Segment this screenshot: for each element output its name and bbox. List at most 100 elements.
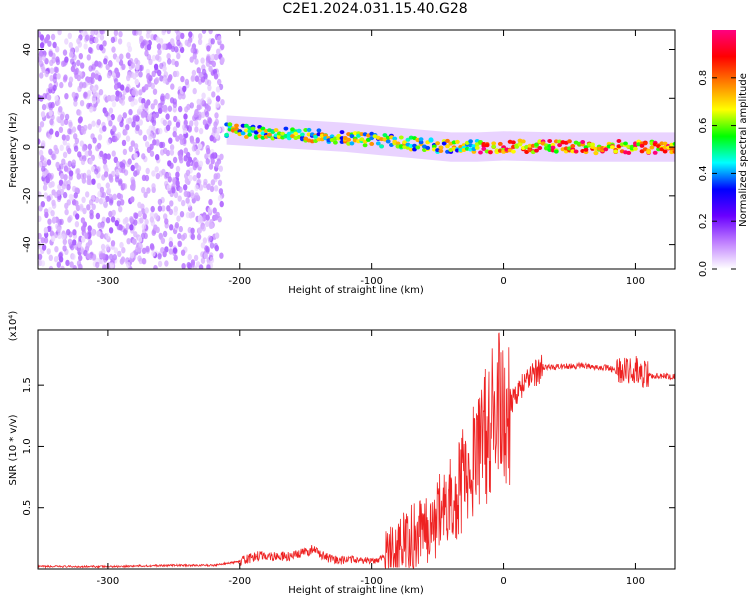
- ridge-cell: [672, 141, 675, 146]
- noise-cell: [74, 221, 80, 228]
- noise-cell: [108, 120, 113, 127]
- colorbar-tick-label: 0.6: [698, 118, 709, 134]
- noise-cell: [174, 60, 179, 68]
- noise-cell: [161, 205, 166, 212]
- noise-cell: [167, 76, 172, 83]
- noise-cell: [82, 81, 87, 89]
- ridge-cell: [639, 149, 645, 154]
- noise-cell: [52, 76, 57, 84]
- noise-cell: [129, 58, 134, 65]
- ridge-cell: [244, 123, 249, 128]
- noise-cell: [206, 105, 211, 112]
- noise-cell: [67, 32, 73, 39]
- noise-cell: [73, 69, 78, 76]
- noise-cell: [94, 196, 100, 204]
- noise-cell: [175, 180, 180, 187]
- noise-cell: [84, 232, 89, 239]
- noise-cell: [215, 86, 221, 93]
- ridge-cell: [550, 145, 556, 150]
- ridge-cell: [484, 143, 490, 148]
- ridge-cell: [540, 141, 546, 146]
- noise-cell: [63, 118, 69, 126]
- noise-cell: [99, 150, 104, 157]
- noise-cell: [39, 121, 45, 128]
- noise-cell: [157, 260, 163, 268]
- noise-cell: [99, 44, 104, 51]
- noise-cell: [189, 189, 195, 197]
- noise-cell: [217, 195, 223, 202]
- noise-cell: [167, 58, 172, 65]
- noise-cell: [216, 126, 222, 134]
- noise-cell: [58, 256, 64, 263]
- noise-cell: [125, 135, 131, 142]
- x-tick-label: 100: [626, 576, 645, 587]
- noise-cell: [77, 85, 82, 93]
- noise-cell: [130, 140, 135, 147]
- noise-cell: [86, 178, 91, 185]
- noise-cell: [52, 84, 57, 92]
- noise-cell: [99, 30, 104, 35]
- noise-cell: [71, 253, 76, 260]
- noise-cell: [38, 215, 42, 222]
- noise-cell: [146, 187, 151, 194]
- noise-cell: [194, 126, 199, 133]
- ridge-cell: [511, 140, 516, 145]
- noise-cell: [51, 57, 56, 64]
- noise-cell: [71, 126, 77, 133]
- noise-cell: [68, 170, 74, 177]
- noise-cell: [140, 112, 146, 119]
- noise-cell: [77, 241, 82, 248]
- noise-cell: [134, 78, 139, 86]
- noise-cell: [105, 217, 111, 224]
- noise-cell: [205, 220, 210, 227]
- noise-cell: [108, 107, 114, 114]
- noise-cell: [98, 89, 104, 96]
- noise-cell: [111, 100, 117, 108]
- noise-cell: [48, 102, 53, 109]
- noise-cell: [149, 143, 154, 150]
- ridge-cell: [603, 147, 609, 152]
- colorbar-tick-label: 0.4: [698, 165, 709, 181]
- noise-cell: [117, 250, 122, 258]
- noise-cell: [190, 233, 196, 240]
- noise-cell: [205, 158, 210, 165]
- noise-cell: [153, 264, 158, 269]
- noise-cell: [113, 135, 118, 143]
- noise-cell: [72, 229, 77, 236]
- noise-cell: [209, 252, 214, 259]
- noise-cell: [137, 255, 142, 262]
- noise-cell: [166, 184, 172, 191]
- noise-cell: [133, 143, 139, 150]
- noise-cell: [155, 139, 160, 146]
- noise-cell: [110, 216, 116, 223]
- noise-cell: [87, 225, 92, 232]
- noise-cell: [73, 192, 79, 199]
- noise-cell: [108, 210, 113, 218]
- noise-cell: [76, 74, 82, 82]
- ridge-cell: [283, 126, 289, 131]
- noise-cell: [174, 222, 180, 229]
- noise-cell: [58, 179, 64, 186]
- noise-cell: [184, 177, 190, 185]
- noise-cell: [50, 33, 56, 41]
- x-tick-label: -100: [360, 576, 383, 587]
- noise-cell: [79, 203, 84, 210]
- noise-cell: [168, 208, 174, 216]
- noise-cell: [137, 236, 143, 243]
- ridge-cell: [553, 149, 559, 154]
- ridge-cell: [385, 139, 391, 144]
- noise-cell: [42, 184, 48, 191]
- x-tick-label: 0: [500, 576, 506, 587]
- noise-cell: [41, 244, 47, 251]
- noise-cell: [74, 187, 79, 194]
- noise-cell: [111, 130, 116, 138]
- noise-cell: [41, 140, 46, 147]
- noise-cell: [111, 150, 116, 157]
- noise-cell: [87, 239, 93, 246]
- noise-cell: [155, 172, 160, 180]
- noise-cell: [197, 143, 203, 150]
- noise-cell: [165, 113, 170, 120]
- noise-cell: [214, 161, 220, 168]
- noise-cell: [154, 166, 159, 173]
- ridge-cell: [593, 151, 599, 156]
